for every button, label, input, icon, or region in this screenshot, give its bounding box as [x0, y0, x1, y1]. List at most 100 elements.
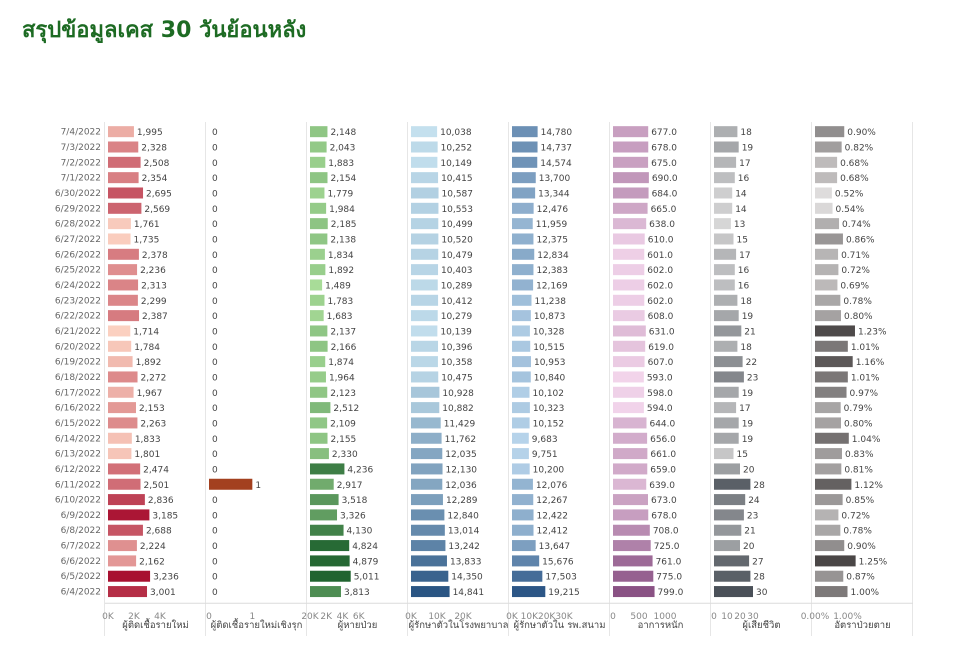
data-label: 18 — [740, 128, 752, 138]
data-label: 10,323 — [533, 404, 565, 414]
data-label: 2,154 — [331, 174, 357, 184]
bar — [512, 340, 531, 352]
data-label: 19 — [742, 419, 754, 429]
data-label: 21 — [744, 527, 755, 537]
data-label: 0 — [212, 189, 218, 199]
data-label: 10,289 — [441, 281, 473, 291]
data-label: 14 — [735, 189, 747, 199]
bar — [714, 187, 733, 199]
data-label: 0 — [212, 358, 218, 368]
data-label: 15 — [737, 450, 748, 460]
data-label: 14,350 — [451, 573, 483, 583]
data-label: 1.23% — [858, 327, 887, 337]
data-label: 2,162 — [139, 557, 165, 567]
data-label: 602.0 — [647, 281, 673, 291]
data-label: 619.0 — [648, 343, 674, 353]
bar — [411, 402, 440, 414]
tick-label: 20K — [301, 612, 319, 622]
bar — [815, 432, 849, 444]
bar — [714, 540, 740, 552]
data-label: 0 — [212, 159, 218, 169]
bar — [815, 279, 838, 291]
date-label: 6/5/2022 — [61, 572, 101, 582]
bar — [108, 524, 143, 536]
tick-label: 2K — [320, 612, 333, 622]
date-label: 6/25/2022 — [55, 266, 101, 276]
bar — [714, 248, 737, 260]
data-label: 0.81% — [844, 465, 873, 475]
data-label: 725.0 — [654, 542, 680, 552]
data-label: 11,762 — [445, 435, 477, 445]
bar — [714, 325, 742, 337]
bar — [310, 310, 324, 322]
bar — [411, 340, 439, 352]
bar — [613, 540, 651, 552]
bar — [714, 264, 735, 276]
bar — [310, 478, 334, 490]
bar — [310, 402, 331, 414]
bar — [714, 279, 735, 291]
panel-title: ผู้รักษาตัวใน รพ.สนาม — [514, 619, 606, 631]
data-label: 10,415 — [441, 174, 473, 184]
bar — [714, 524, 742, 536]
bar — [613, 371, 644, 383]
bar — [815, 202, 833, 214]
bar — [512, 233, 534, 245]
bar — [815, 248, 839, 260]
data-label: 2,569 — [144, 205, 170, 215]
data-label: 14,780 — [541, 128, 573, 138]
data-label: 0 — [212, 496, 218, 506]
data-label: 0 — [212, 205, 218, 215]
data-label: 0 — [212, 327, 218, 337]
data-label: 24 — [748, 496, 760, 506]
data-label: 10,873 — [534, 312, 566, 322]
bar — [714, 463, 740, 475]
data-label: 1,683 — [327, 312, 353, 322]
bar — [411, 202, 439, 214]
bar — [108, 432, 132, 444]
date-label: 6/10/2022 — [55, 496, 101, 506]
bar — [815, 371, 848, 383]
data-label: 10,412 — [441, 297, 473, 307]
data-label: 644.0 — [649, 419, 675, 429]
bar — [108, 417, 138, 429]
bar — [714, 586, 753, 598]
data-label: 10,038 — [440, 128, 472, 138]
data-label: 13,242 — [448, 542, 480, 552]
data-label: 631.0 — [649, 327, 675, 337]
bar — [815, 417, 841, 429]
date-label: 6/23/2022 — [55, 296, 101, 306]
bar — [815, 478, 852, 490]
data-label: 2,354 — [142, 174, 168, 184]
data-label: 12,289 — [446, 496, 478, 506]
bar — [108, 126, 134, 138]
data-label: 14,841 — [453, 588, 485, 598]
data-label: 2,299 — [141, 297, 167, 307]
data-label: 16 — [738, 266, 750, 276]
data-label: 2,836 — [148, 496, 174, 506]
bar — [512, 524, 534, 536]
bar — [108, 172, 139, 184]
data-label: 0 — [212, 419, 218, 429]
panel-title: อัตราป่วยตาย — [834, 620, 890, 631]
bar — [714, 371, 744, 383]
bar — [613, 294, 645, 306]
bar — [512, 448, 529, 460]
bar — [512, 310, 531, 322]
data-label: 1,714 — [133, 327, 159, 337]
tick-label: 0K — [506, 612, 519, 622]
data-label: 0.69% — [840, 281, 869, 291]
data-label: 2,148 — [330, 128, 356, 138]
data-label: 10,553 — [441, 205, 473, 215]
tick-label: 20K — [538, 612, 556, 622]
bar — [613, 386, 645, 398]
data-label: 28 — [753, 481, 765, 491]
tick-label: 0 — [206, 612, 212, 622]
bar — [714, 310, 739, 322]
tick-label: 1000 — [654, 612, 677, 622]
tick-label: 2K — [128, 612, 141, 622]
bar — [613, 126, 649, 138]
bar — [310, 448, 329, 460]
data-label: 4,236 — [347, 465, 373, 475]
data-label: 0.90% — [847, 542, 876, 552]
